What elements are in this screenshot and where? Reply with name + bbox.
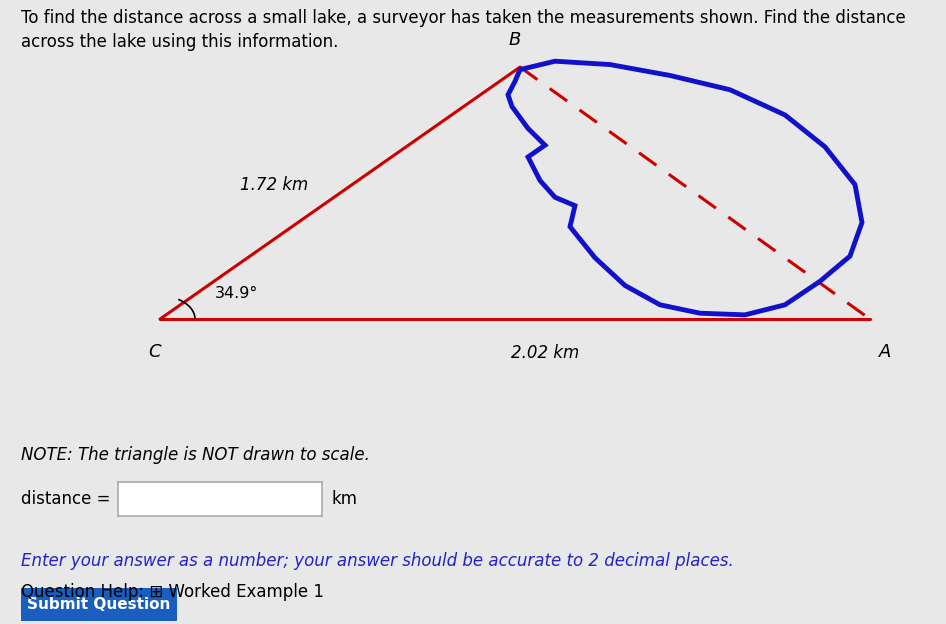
Text: 34.9°: 34.9° (215, 286, 258, 301)
Text: C: C (149, 343, 162, 361)
Text: distance =: distance = (21, 490, 111, 508)
Text: B: B (509, 31, 521, 49)
Text: 2.02 km: 2.02 km (511, 344, 579, 363)
Text: 1.72 km: 1.72 km (239, 176, 308, 193)
Text: km: km (331, 490, 357, 508)
Text: Submit Question: Submit Question (27, 597, 170, 612)
Text: Enter your answer as a number; your answer should be accurate to 2 decimal place: Enter your answer as a number; your answ… (21, 552, 733, 570)
Text: Question Help: ⊞ Worked Example 1: Question Help: ⊞ Worked Example 1 (21, 583, 324, 602)
Text: A: A (879, 343, 891, 361)
Text: To find the distance across a small lake, a surveyor has taken the measurements : To find the distance across a small lake… (21, 9, 905, 51)
Text: NOTE: The triangle is NOT drawn to scale.: NOTE: The triangle is NOT drawn to scale… (21, 446, 370, 464)
